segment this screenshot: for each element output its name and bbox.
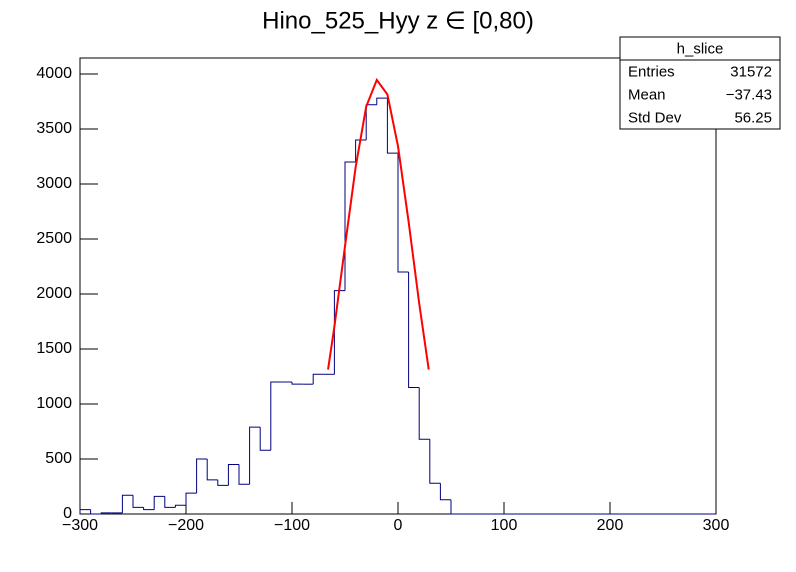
- y-tick-label: 4000: [36, 65, 72, 82]
- bin: [408, 271, 420, 388]
- stats-value: 31572: [730, 63, 772, 80]
- x-tick-label: 300: [703, 517, 730, 534]
- bin: [174, 504, 186, 508]
- bin: [238, 464, 250, 485]
- y-tick-label: 2000: [36, 285, 72, 302]
- bin: [79, 509, 91, 514]
- fit-curve: [327, 77, 430, 370]
- bin: [227, 463, 239, 486]
- y-tick-label: 500: [45, 450, 72, 467]
- bin: [365, 104, 377, 140]
- bin: [143, 507, 155, 511]
- bin: [397, 153, 409, 273]
- bin: [450, 499, 462, 515]
- bin: [100, 512, 112, 514]
- stats-value: −37.43: [726, 86, 772, 103]
- y-tick-label: 3000: [36, 175, 72, 192]
- bin: [259, 427, 271, 451]
- stats-value: 56.25: [734, 109, 772, 126]
- bin: [355, 139, 367, 162]
- stats-label: Mean: [628, 86, 666, 103]
- bin: [132, 495, 144, 508]
- x-tick-label: 200: [597, 517, 624, 534]
- x-tick-label: 100: [491, 517, 518, 534]
- bin: [153, 495, 165, 510]
- x-tick-label: −300: [62, 517, 98, 534]
- chart-title: Hino_525_Hyy z ∈ [0,80): [262, 7, 534, 34]
- bin: [185, 492, 197, 506]
- bin: [386, 98, 398, 154]
- stats-label: Entries: [628, 63, 675, 80]
- bin: [312, 373, 324, 385]
- x-tick-label: −200: [168, 517, 204, 534]
- bin: [418, 387, 430, 440]
- bin: [291, 381, 303, 385]
- stats-title: h_slice: [677, 40, 724, 57]
- bin: [439, 483, 451, 501]
- y-tick-label: 0: [63, 505, 72, 522]
- y-tick-label: 1000: [36, 395, 72, 412]
- bin: [429, 439, 441, 484]
- bin: [164, 496, 176, 508]
- stats-label: Std Dev: [628, 109, 682, 126]
- bin: [376, 97, 388, 105]
- bin: [217, 479, 229, 486]
- x-tick-label: 0: [394, 517, 403, 534]
- bin: [333, 290, 345, 375]
- y-tick-label: 1500: [36, 340, 72, 357]
- y-tick-label: 2500: [36, 230, 72, 247]
- bin: [249, 426, 261, 485]
- bin: [196, 458, 208, 494]
- x-tick-label: −100: [274, 517, 310, 534]
- bin: [121, 494, 133, 513]
- bin: [206, 458, 218, 481]
- stats-box: [619, 36, 781, 130]
- bin: [270, 381, 282, 451]
- bin: [90, 509, 102, 515]
- y-tick-label: 3500: [36, 120, 72, 137]
